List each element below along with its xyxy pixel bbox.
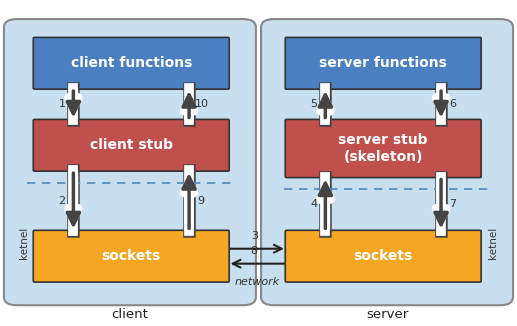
Text: 10: 10 <box>195 99 209 109</box>
Text: client: client <box>112 308 148 321</box>
FancyBboxPatch shape <box>285 230 481 282</box>
FancyBboxPatch shape <box>285 119 481 178</box>
FancyBboxPatch shape <box>33 37 229 89</box>
Text: 1: 1 <box>58 99 66 109</box>
FancyBboxPatch shape <box>4 19 256 305</box>
Text: network: network <box>235 276 280 287</box>
Text: sockets: sockets <box>102 249 161 263</box>
Text: 5: 5 <box>311 99 317 109</box>
Text: 9: 9 <box>197 196 204 206</box>
FancyBboxPatch shape <box>33 119 229 171</box>
Text: 6: 6 <box>449 99 456 109</box>
Text: ketnel: ketnel <box>488 227 498 259</box>
Text: 8: 8 <box>251 245 258 256</box>
Text: 2: 2 <box>58 196 66 206</box>
FancyBboxPatch shape <box>261 19 513 305</box>
FancyBboxPatch shape <box>285 37 481 89</box>
Text: client stub: client stub <box>90 138 173 152</box>
Text: client functions: client functions <box>70 56 192 70</box>
Text: ketnel: ketnel <box>19 227 29 259</box>
Text: server functions: server functions <box>320 56 447 70</box>
Text: 7: 7 <box>449 199 456 209</box>
Text: sockets: sockets <box>354 249 413 263</box>
Text: 3: 3 <box>251 231 258 241</box>
Text: 4: 4 <box>311 199 317 209</box>
Text: server: server <box>366 308 408 321</box>
FancyBboxPatch shape <box>33 230 229 282</box>
Text: server stub
(skeleton): server stub (skeleton) <box>339 133 428 164</box>
